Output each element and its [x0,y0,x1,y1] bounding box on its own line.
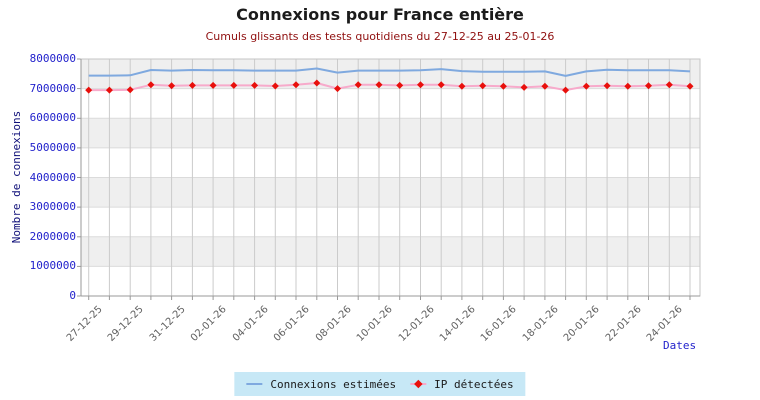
series-line-connexions-estimees [88,67,691,77]
plot-band [81,177,700,208]
plot-band [81,147,700,178]
x-axis-title: Dates [663,339,697,352]
data-point-marker [354,81,362,89]
y-tick-label: 6000000 [29,111,76,125]
y-axis-title: Nombre de connexions [10,110,23,244]
data-point-marker [624,82,632,90]
data-point-marker [147,81,155,89]
chart-subtitle: Cumuls glissants des tests quotidiens du… [205,30,555,43]
data-point-marker [458,82,466,90]
plot-band [81,88,700,119]
y-tick-label: 3000000 [29,200,76,214]
y-tick-label: 1000000 [29,259,76,273]
y-tick-label: 8000000 [29,52,76,65]
data-point-marker [665,81,673,89]
data-point-marker [292,81,300,89]
data-point-marker [251,81,259,89]
data-point-marker [230,81,238,89]
legend: Connexions estimées IP détectées [234,372,526,396]
data-point-marker [334,85,341,93]
data-point-marker [209,81,217,89]
data-point-marker [645,82,652,90]
data-point-marker [520,83,528,91]
plot-band [81,59,700,89]
plot-band [81,266,700,296]
data-point-marker [375,81,383,89]
data-point-marker [85,86,93,94]
plot-band [81,207,700,237]
data-point-marker [105,86,113,94]
data-point-marker [479,82,487,90]
data-point-marker [603,82,611,90]
data-point-marker [437,81,445,89]
y-tick-label: 4000000 [29,170,76,184]
series-line-ip-detectees [88,82,691,92]
y-tick-label: 5000000 [29,140,76,154]
chart-title: Connexions pour France entière [236,5,524,24]
legend-label-connexions-estimees: Connexions estimées [270,377,397,391]
data-point-marker [126,86,134,94]
y-tick-label: 7000000 [29,81,76,95]
data-point-marker [188,81,196,89]
plot-band [81,118,700,148]
legend-diamond-marker [413,379,423,389]
data-point-marker [168,82,176,90]
data-point-marker [271,82,279,90]
legend-label-ip-detectees: IP détectées [434,377,514,391]
legend-diamond-swatch-icon [410,378,427,390]
data-point-marker [396,81,404,89]
y-tick-label: 0 [69,289,76,302]
data-point-marker [313,79,321,87]
data-point-marker [499,82,507,90]
y-tick-label: 2000000 [29,229,76,243]
plot-band [81,236,700,267]
data-point-marker [562,86,570,94]
data-point-marker [417,81,424,89]
data-point-marker [541,82,549,90]
data-point-marker [686,82,694,90]
data-point-marker [582,82,590,90]
legend-line-swatch-icon [246,383,263,385]
